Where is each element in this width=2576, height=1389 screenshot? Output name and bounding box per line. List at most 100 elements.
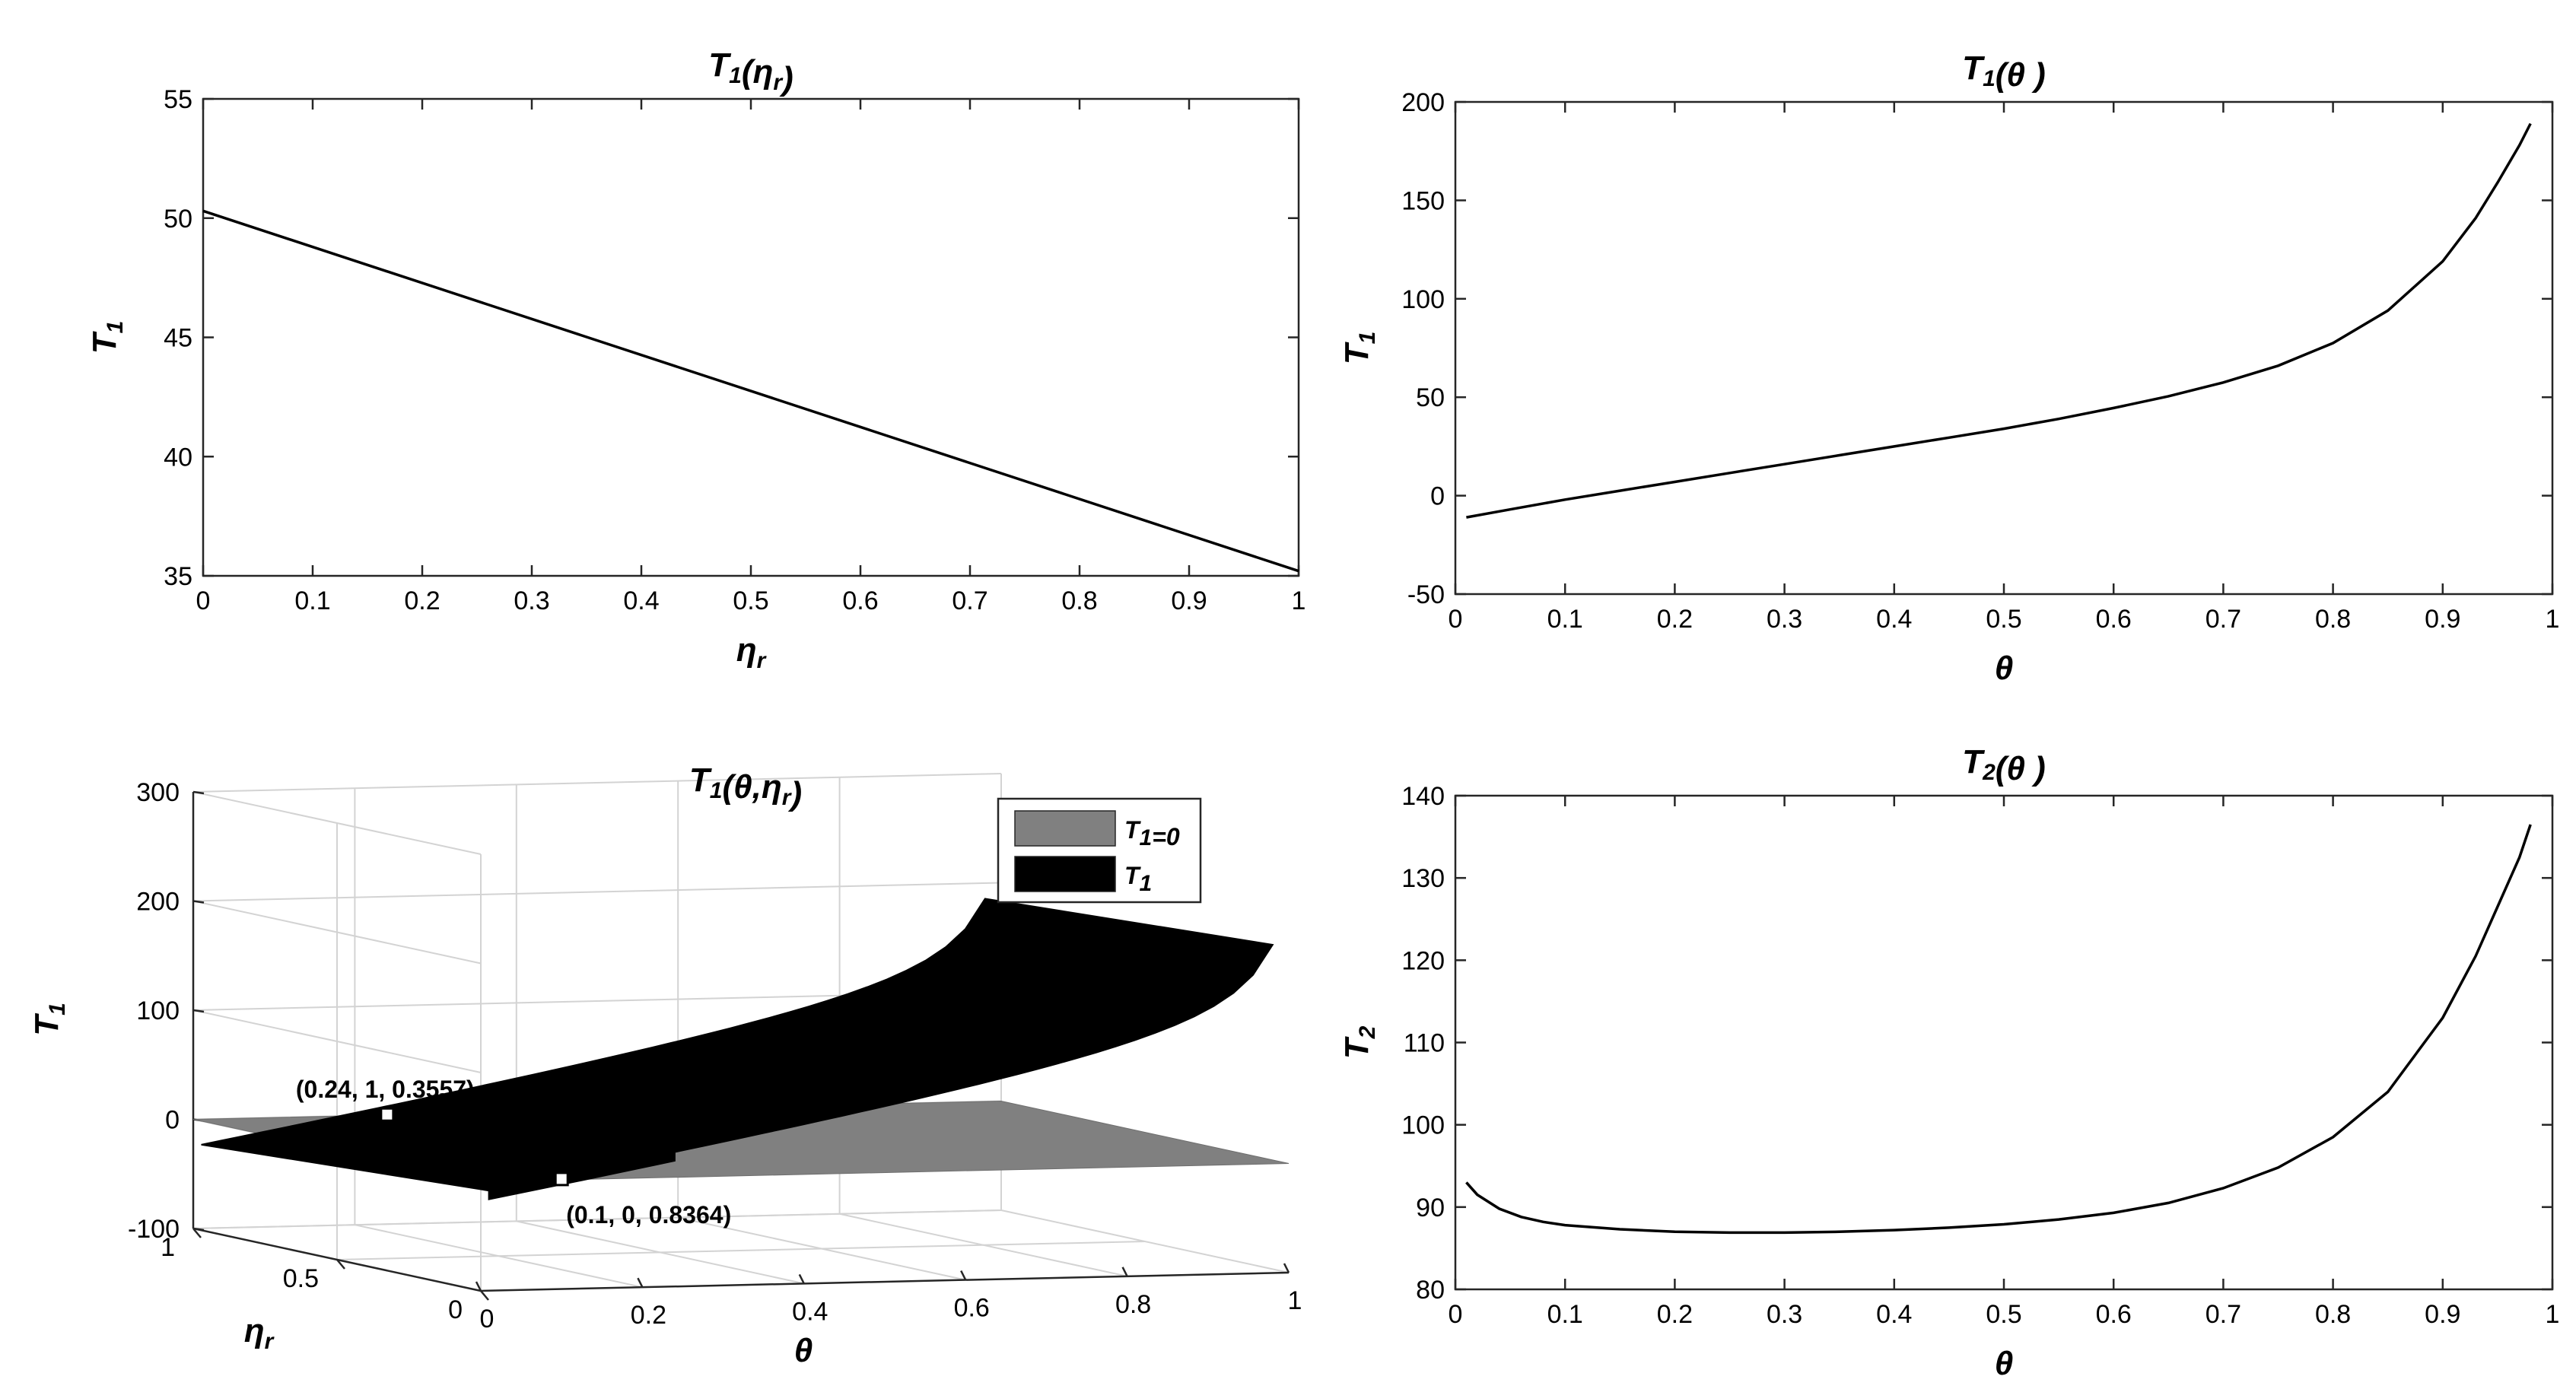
x-tick-label: 0.8 [1061,586,1097,615]
legend-label-2: T1 [1124,862,1152,896]
theta-tick-label: 0.2 [631,1301,666,1330]
y-tick-label: 50 [1416,383,1445,412]
theta-tick-mark [637,1277,644,1288]
eta-tick-label: 0.5 [283,1264,319,1293]
annotation-marker [554,1171,569,1187]
y-tick-label: 45 [164,324,192,353]
z-tick-mark [192,790,205,795]
z-tick-label: -100 [128,1215,180,1244]
x-tick-label: 0 [1449,1300,1463,1329]
z-tick-label: 300 [136,778,180,807]
x-tick-label: 0.5 [1986,1300,2021,1329]
y-tick-label: 0 [1430,482,1445,511]
z-axis-label: T1 [28,1003,70,1036]
y-axis-label: T1 [1338,332,1380,365]
y-tick-label: 140 [1401,782,1445,811]
annotation-label: (0.24, 1, 0.3557) [296,1076,475,1103]
x-tick-label: 0.6 [2096,605,2132,634]
x-tick-label: 0.2 [404,586,440,615]
x-tick-label: 0.4 [623,586,659,615]
z-tick-label: 0 [165,1106,180,1135]
z-tick-label: 200 [136,888,180,917]
annotation-marker [380,1107,395,1122]
chart-title: T1(θ ) [1962,49,2046,94]
x-axis-label: ηr [736,631,768,673]
x-tick-label: 1 [2546,605,2560,634]
grid-line [192,1209,1002,1229]
x-tick-label: 0.2 [1657,605,1693,634]
z-tick-label: 100 [136,996,180,1025]
y-tick-label: 100 [1401,1111,1445,1140]
theta-tick-label: 0.8 [1115,1290,1151,1319]
y-axis-label: T1 [86,321,128,354]
annotation-label: (0.1, 0, 0.8364) [566,1201,731,1228]
x-tick-label: 0.9 [2425,1300,2460,1329]
y-tick-label: -50 [1407,580,1445,609]
x-tick-label: 0.7 [2206,1300,2241,1329]
chart-title: T1(ηr) [708,46,793,97]
x-tick-label: 0.4 [1876,1300,1912,1329]
z-tick-mark [192,1009,205,1013]
t1-surface [201,898,1274,1192]
theta-tick-label: 0.4 [792,1297,828,1326]
y-tick-label: 80 [1416,1276,1445,1305]
x-tick-label: 0.5 [733,586,768,615]
chart-4: 0 0.1 0.2 0.3 0.4 0.5 0.6 0.7 0.8 0.9 1 80 90 100 110 1… [1338,743,2559,1382]
chart-2: 0 0.1 0.2 0.3 0.4 0.5 0.6 0.7 0.8 0.9 1-5005010015… [1338,49,2559,687]
chart-1: 0 0.1 0.2 0.3 0.4 0.5 0.6 0.7 0.8 0.9 1 35 40 45 50 55 T… [86,46,1305,673]
eta-tick-label: 1 [161,1233,175,1262]
theta-tick-mark [1283,1263,1290,1273]
series-line-1 [1465,824,2532,1235]
y-tick-label: 200 [1401,88,1445,117]
x-tick-label: 0.5 [1986,605,2021,634]
y-tick-label: 55 [164,85,192,114]
legend: T1=0 T1 [997,797,1202,904]
x-tick-label: 0.3 [514,586,549,615]
chart-title: T2(θ ) [1962,743,2046,787]
y-tick-label: 90 [1416,1194,1445,1222]
x-tick-label: 0.8 [2315,605,2351,634]
plot-area [1454,794,2554,1291]
y-tick-label: 120 [1401,946,1445,975]
y-tick-label: 100 [1401,285,1445,314]
theta-axis [480,1271,1290,1292]
theta-tick-mark [475,1281,482,1292]
z-tick-mark [192,900,205,904]
x-tick-label: 0.9 [1171,586,1207,615]
x-axis-label: θ [1995,1345,2014,1382]
theta-tick-label: 0.6 [954,1294,990,1323]
x-tick-label: 0.4 [1876,605,1912,634]
y-tick-label: 110 [1404,1029,1445,1058]
x-tick-label: 0 [196,586,211,615]
eta-tick-mark [192,1228,202,1238]
y-tick-label: 130 [1401,864,1445,893]
x-tick-label: 0.3 [1767,605,1802,634]
x-axis-label: θ [1995,650,2014,687]
theta-tick-label: 0 [480,1305,495,1333]
theta-tick-label: 1 [1288,1286,1302,1315]
chart-3: -100 0 100 200 300 0 0.5 1 0 0.2 0.4 0.6 0.8 1 (0.24, … [28,761,1302,1369]
theta-tick-mark [798,1273,805,1284]
x-tick-label: 1 [1292,586,1306,615]
x-tick-label: 0.9 [2425,605,2460,634]
plot-area [1454,100,2554,596]
x-tick-label: 0.6 [842,586,878,615]
y-tick-label: 150 [1401,186,1445,215]
legend-swatch-2 [1014,856,1116,892]
grid-line [192,773,1002,793]
x-tick-label: 0.3 [1767,1300,1802,1329]
x-tick-label: 0.8 [2315,1300,2351,1329]
theta-tick-mark [960,1270,967,1281]
chart-title: T1(θ,ηr) [689,761,802,812]
legend-swatch-1 [1014,810,1116,847]
x-tick-label: 0.1 [1547,605,1583,634]
theta-axis-label: θ [794,1332,813,1369]
x-tick-label: 0.7 [2206,605,2241,634]
eta-tick-mark [480,1290,489,1301]
eta-tick-mark [336,1259,345,1270]
series-line-1 [202,209,1299,573]
eta-axis-label: ηr [244,1312,275,1354]
x-tick-label: 0.6 [2096,1300,2132,1329]
x-tick-label: 0.1 [1547,1300,1583,1329]
